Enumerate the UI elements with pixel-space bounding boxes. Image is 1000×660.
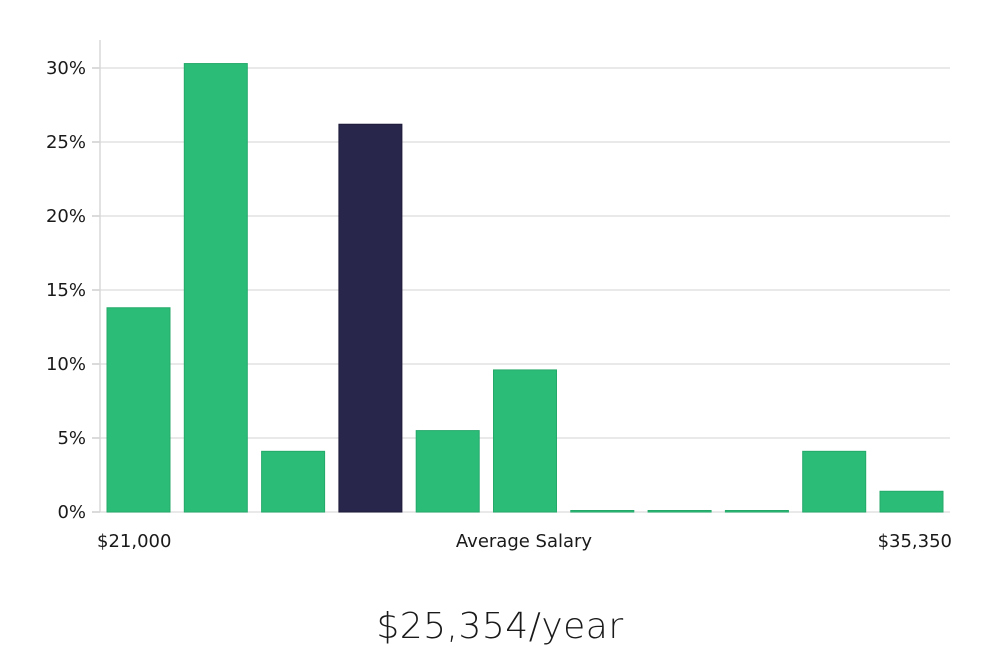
bar [415, 430, 480, 513]
y-tick-label: 0% [57, 502, 86, 523]
bars [106, 63, 944, 513]
bar [183, 63, 248, 513]
bar [802, 450, 867, 513]
y-axis-ticks: 0% 5% 10% 15% 20% 25% 30% [46, 58, 100, 523]
bar [879, 490, 944, 513]
x-min-label: $21,000 [97, 531, 171, 552]
x-axis-title: Average Salary [456, 531, 593, 552]
bar [724, 510, 789, 513]
y-tick-label: 25% [46, 132, 86, 153]
x-max-label: $35,350 [878, 531, 952, 552]
bar-highlight [338, 123, 403, 513]
average-salary-value: $25,354/year [376, 606, 624, 647]
salary-histogram: 0% 5% 10% 15% 20% 25% 30% $21,000 Average Sala… [46, 40, 952, 552]
bar [261, 450, 326, 513]
bar [570, 510, 635, 513]
y-tick-label: 15% [46, 280, 86, 301]
bar [493, 369, 557, 513]
bar [106, 307, 171, 513]
y-tick-label: 30% [46, 58, 86, 79]
bar [647, 510, 712, 513]
y-tick-label: 10% [46, 354, 86, 375]
y-tick-label: 20% [46, 206, 86, 227]
y-tick-label: 5% [57, 428, 86, 449]
